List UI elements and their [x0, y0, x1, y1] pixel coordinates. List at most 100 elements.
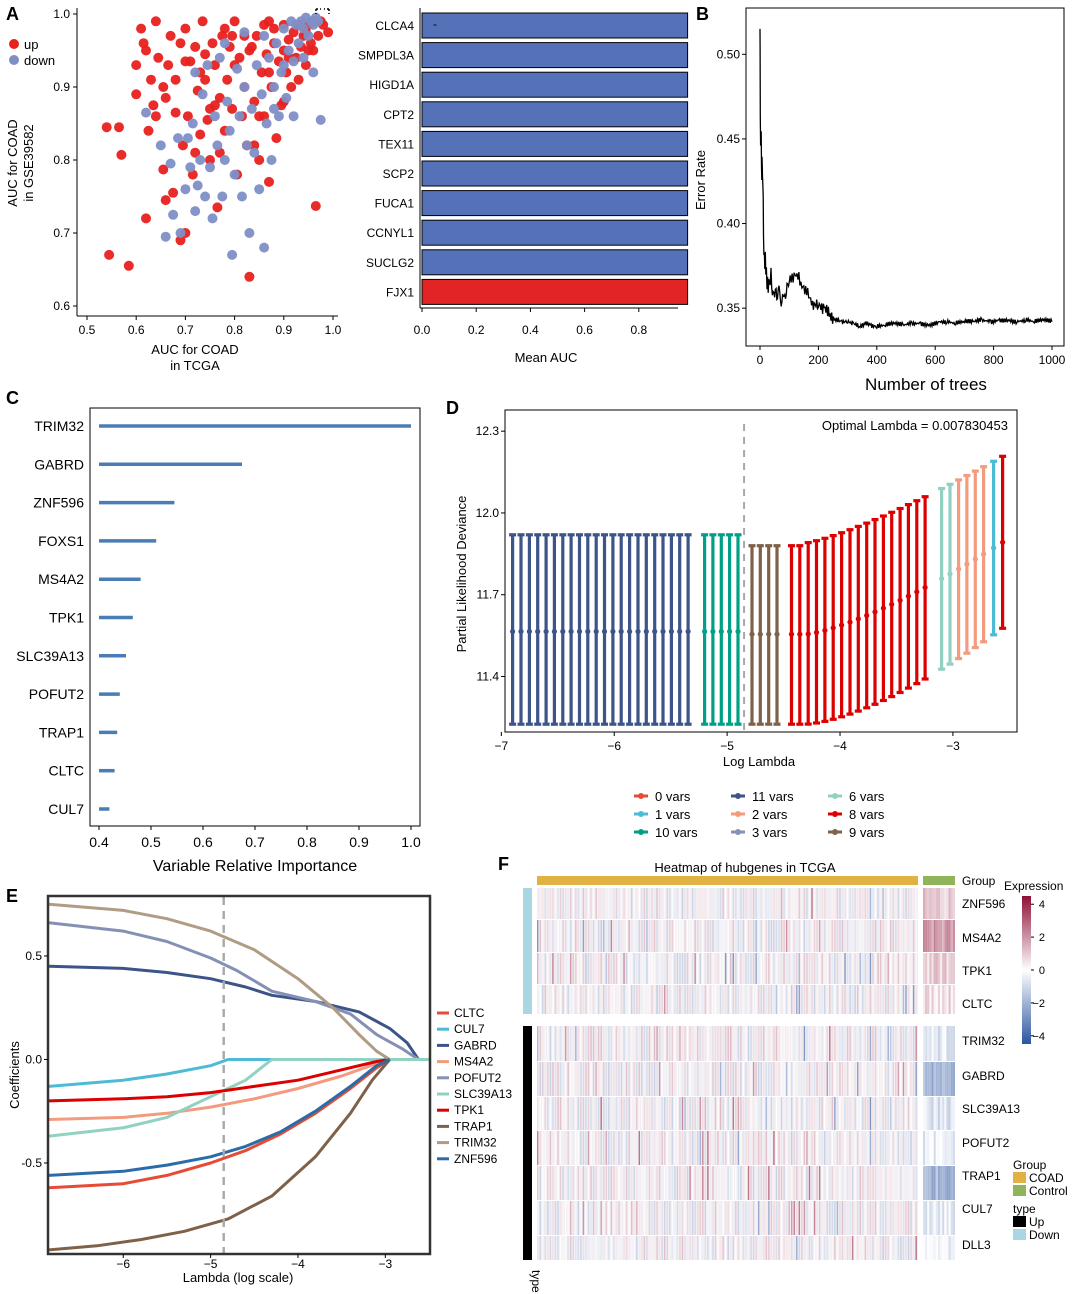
f-cell: [869, 888, 872, 919]
f-cell: [679, 1062, 681, 1096]
f-cell: [608, 1201, 610, 1235]
f-cell: [537, 953, 539, 984]
e-legend: CLTCCUL7GABRDMS4A2POFUT2SLC39A13TPK1TRAP…: [437, 1006, 512, 1166]
d-mean-point: [518, 628, 524, 635]
scatter-point-down: [209, 111, 220, 122]
c-xtick-label: 0.8: [297, 834, 317, 850]
f-cell: [580, 1097, 582, 1130]
f-cell: [709, 888, 712, 919]
f-cell: [882, 1166, 884, 1200]
f-cell: [679, 953, 681, 984]
f-cell: [829, 1062, 831, 1096]
f-cell-control: [944, 1131, 947, 1165]
f-cell: [592, 1062, 595, 1096]
f-cell: [567, 1131, 569, 1165]
f-cell-control: [937, 1131, 941, 1165]
f-cell: [712, 1166, 714, 1200]
f-cell: [730, 888, 732, 919]
panel-letter-f: F: [498, 854, 509, 874]
f-cell: [633, 1131, 635, 1165]
f-cell: [862, 920, 864, 952]
f-cell: [869, 1236, 872, 1260]
f-cell: [874, 1097, 877, 1130]
f-cell: [610, 953, 613, 984]
f-cell: [709, 985, 712, 1014]
f-cell: [564, 985, 567, 1014]
f-cell: [806, 953, 808, 984]
f-cell: [681, 1131, 684, 1165]
f-cell: [887, 1131, 889, 1165]
f-cell: [549, 1236, 552, 1260]
f-cell: [724, 1166, 727, 1200]
f-cell: [730, 1097, 732, 1130]
f-cell: [785, 1026, 788, 1061]
scatter-point-down: [195, 155, 206, 165]
f-cell: [623, 1062, 625, 1096]
f-cell: [760, 888, 762, 919]
f-cell: [732, 1236, 734, 1260]
f-cell: [816, 1201, 818, 1235]
f-cell: [658, 920, 661, 952]
a-bar-scp2: [421, 160, 689, 187]
d-mean-point: [560, 628, 566, 635]
f-cell: [793, 1097, 795, 1130]
f-cell: [912, 953, 915, 984]
f-cell: [801, 1026, 803, 1061]
f-cell: [603, 920, 605, 952]
f-cell: [633, 1166, 635, 1200]
f-cell: [849, 888, 851, 919]
f-cell-control: [933, 888, 936, 919]
f-cell-control: [933, 1131, 936, 1165]
f-cell: [699, 888, 701, 919]
f-cell: [750, 1026, 752, 1061]
f-cell: [834, 920, 836, 952]
f-cell-control: [929, 1062, 932, 1096]
f-cell: [592, 1166, 595, 1200]
f-cell: [864, 888, 867, 919]
f-cell: [859, 953, 861, 984]
scatter-point-up: [200, 74, 211, 85]
scatter-point-down: [219, 38, 230, 49]
f-cell: [763, 1236, 765, 1260]
f-cell-control: [944, 1026, 947, 1061]
f-cell: [851, 1131, 854, 1165]
f-cell-control: [923, 1166, 926, 1200]
f-cell-control: [942, 985, 945, 1014]
f-cell: [610, 1166, 613, 1200]
scatter-point-up: [222, 74, 233, 85]
f-cell: [709, 1062, 712, 1096]
f-cell: [674, 1236, 676, 1260]
f-cell: [664, 1097, 666, 1130]
f-cell-control: [925, 985, 928, 1014]
f-row-label: ZNF596: [962, 897, 1006, 911]
f-cell-control: [935, 1236, 938, 1260]
f-cell: [590, 888, 592, 919]
f-cell: [585, 1201, 587, 1235]
d-mean-point: [872, 609, 878, 615]
f-cell: [895, 1166, 897, 1200]
f-cell: [890, 888, 892, 919]
f-cell: [900, 1026, 902, 1061]
scatter-point-up: [313, 30, 324, 41]
f-cell: [841, 953, 844, 984]
f-cell: [712, 920, 714, 952]
f-cell: [846, 1131, 849, 1165]
f-cell: [679, 1166, 681, 1200]
f-cell: [829, 1131, 831, 1165]
f-cell: [699, 1026, 701, 1061]
d-ytick-label: 12.3: [476, 424, 500, 438]
f-cell: [760, 1166, 762, 1200]
f-cell: [821, 920, 823, 952]
f-cell: [730, 1236, 732, 1260]
scatter-point-down: [217, 191, 228, 202]
f-cell: [816, 985, 818, 1014]
f-cell: [742, 1166, 745, 1200]
f-cell: [707, 1062, 709, 1096]
f-cell: [727, 953, 729, 984]
f-cell: [592, 888, 595, 919]
f-cell-control: [948, 1026, 951, 1061]
f-cell: [676, 1166, 679, 1200]
scatter-point-up: [200, 49, 211, 60]
e-xtick-label: −5: [204, 1257, 218, 1271]
f-cell: [575, 1201, 577, 1235]
